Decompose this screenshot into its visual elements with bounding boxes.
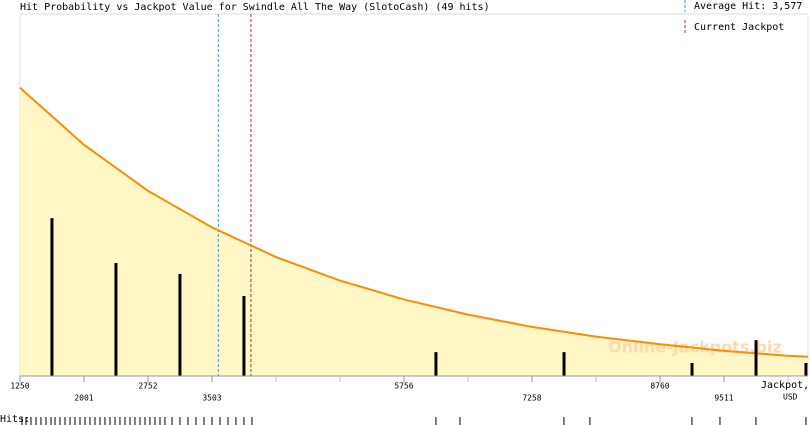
bar: [804, 362, 808, 376]
x-tick-label: 7258: [522, 394, 541, 403]
bar: [50, 218, 54, 376]
x-tick-label: 5756: [394, 382, 413, 391]
x-tick-label: 1250: [10, 382, 29, 391]
x-tick-label: 3503: [202, 394, 221, 403]
bar: [562, 352, 566, 376]
legend-label: Current Jackpot: [694, 22, 784, 33]
bar: [178, 273, 182, 376]
legend-label: Average Hit: 3,577: [694, 1, 802, 12]
x-tick-label: 9511: [714, 394, 733, 403]
x-axis-unit: USD: [783, 393, 798, 402]
x-tick-label: 2752: [138, 382, 157, 391]
curve-area: [20, 87, 808, 377]
x-tick-label: 8760: [650, 382, 669, 391]
chart-title: Hit Probability vs Jackpot Value for Swi…: [20, 2, 490, 13]
curve-line: [19, 87, 809, 358]
hits-label: Hits:: [0, 414, 30, 425]
bar: [434, 352, 438, 376]
x-axis-label: Jackpot,: [761, 380, 809, 391]
bar: [114, 263, 118, 376]
bar: [754, 340, 758, 376]
bar: [242, 295, 246, 376]
bar: [690, 362, 694, 376]
x-tick-label: 2001: [74, 394, 93, 403]
